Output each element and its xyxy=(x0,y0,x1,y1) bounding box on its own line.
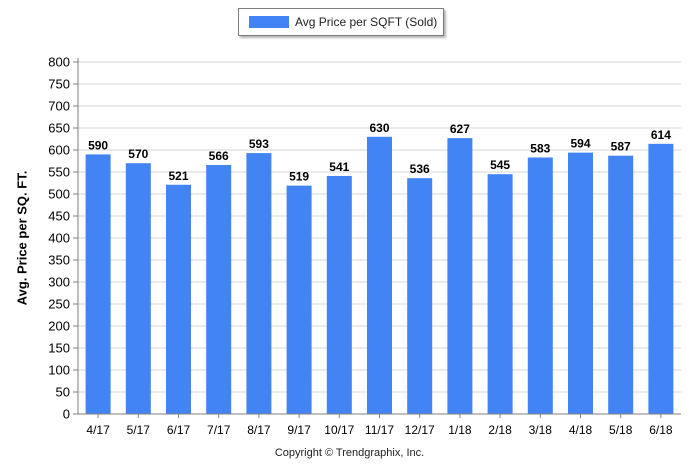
bar xyxy=(487,174,513,414)
y-tick-label: 500 xyxy=(48,187,70,202)
y-tick-label: 450 xyxy=(48,209,70,224)
y-tick-label: 550 xyxy=(48,165,70,180)
bar xyxy=(166,184,191,414)
x-tick-label: 4/17 xyxy=(86,423,110,437)
bar xyxy=(286,185,312,414)
axes xyxy=(77,58,681,415)
copyright-text: Copyright © Trendgraphix, Inc. xyxy=(274,447,425,459)
data-label: 521 xyxy=(168,169,188,183)
legend-label: Avg Price per SQFT (Sold) xyxy=(295,15,438,29)
bar xyxy=(527,157,553,415)
legend: Avg Price per SQFT (Sold) xyxy=(238,8,444,36)
y-tick-label: 100 xyxy=(48,363,70,378)
y-tick-label: 650 xyxy=(48,121,70,136)
bar xyxy=(326,175,352,414)
data-label: 583 xyxy=(530,141,550,155)
y-tick-label: 750 xyxy=(48,77,70,92)
x-tick-label: 10/17 xyxy=(324,423,354,437)
x-tick-label: 4/18 xyxy=(569,423,593,437)
y-tick-label: 700 xyxy=(48,99,70,114)
bar xyxy=(447,138,473,414)
data-label: 541 xyxy=(329,160,349,174)
x-tick-label: 11/17 xyxy=(365,423,394,437)
bars xyxy=(85,136,674,415)
data-label: 614 xyxy=(651,128,671,142)
x-tick-label: 8/17 xyxy=(247,423,271,437)
y-tick-label: 300 xyxy=(48,275,70,290)
y-tick-label: 50 xyxy=(56,385,70,400)
legend-swatch xyxy=(249,16,289,28)
y-tick-label: 150 xyxy=(48,341,70,356)
data-label: 566 xyxy=(209,149,229,163)
y-tick-label: 800 xyxy=(48,55,70,70)
bar xyxy=(125,163,151,414)
x-tick-label: 1/18 xyxy=(448,423,472,437)
y-tick-label: 400 xyxy=(48,231,70,246)
data-label: 519 xyxy=(289,170,309,184)
data-label: 590 xyxy=(88,138,108,152)
data-label: 570 xyxy=(128,147,148,161)
data-label: 627 xyxy=(450,122,470,136)
x-tick-label: 6/18 xyxy=(649,423,673,437)
data-labels: 590 570 521 566 593 519 541 630 536 627 545 583 594 5… xyxy=(88,121,671,184)
y-axis-label: Avg. Price per SQ. FT. xyxy=(14,170,30,306)
bar xyxy=(608,155,634,414)
bar xyxy=(367,136,392,415)
x-tick-label: 3/18 xyxy=(529,423,553,437)
y-axis-ticks: 0 50 100 150 200 250 300 350 400 450 500 550 600 650 7… xyxy=(48,55,78,422)
bar xyxy=(407,178,433,414)
x-tick-label: 2/18 xyxy=(488,423,512,437)
data-label: 593 xyxy=(249,137,269,151)
bar xyxy=(206,164,232,414)
bar xyxy=(648,143,674,414)
y-tick-label: 600 xyxy=(48,143,70,158)
bar xyxy=(85,154,111,414)
y-tick-label: 350 xyxy=(48,253,70,268)
y-tick-label: 250 xyxy=(48,297,70,312)
data-label: 594 xyxy=(570,137,590,151)
x-tick-label: 12/17 xyxy=(405,423,435,437)
bar xyxy=(246,153,272,414)
data-label: 536 xyxy=(410,162,430,176)
x-tick-label: 5/18 xyxy=(609,423,633,437)
x-tick-label: 6/17 xyxy=(167,423,191,437)
x-tick-label: 7/17 xyxy=(207,423,231,437)
x-tick-label: 9/17 xyxy=(287,423,311,437)
y-tick-label: 200 xyxy=(48,319,70,334)
data-label: 545 xyxy=(490,158,510,172)
bar xyxy=(568,152,593,414)
data-label: 587 xyxy=(611,140,631,154)
x-axis-ticks: 4/17 5/17 6/17 7/17 8/17 9/17 10/17 11/17 12/17 1… xyxy=(86,414,673,437)
x-tick-label: 5/17 xyxy=(127,423,151,437)
data-label: 630 xyxy=(369,121,389,135)
y-tick-label: 0 xyxy=(63,407,70,422)
